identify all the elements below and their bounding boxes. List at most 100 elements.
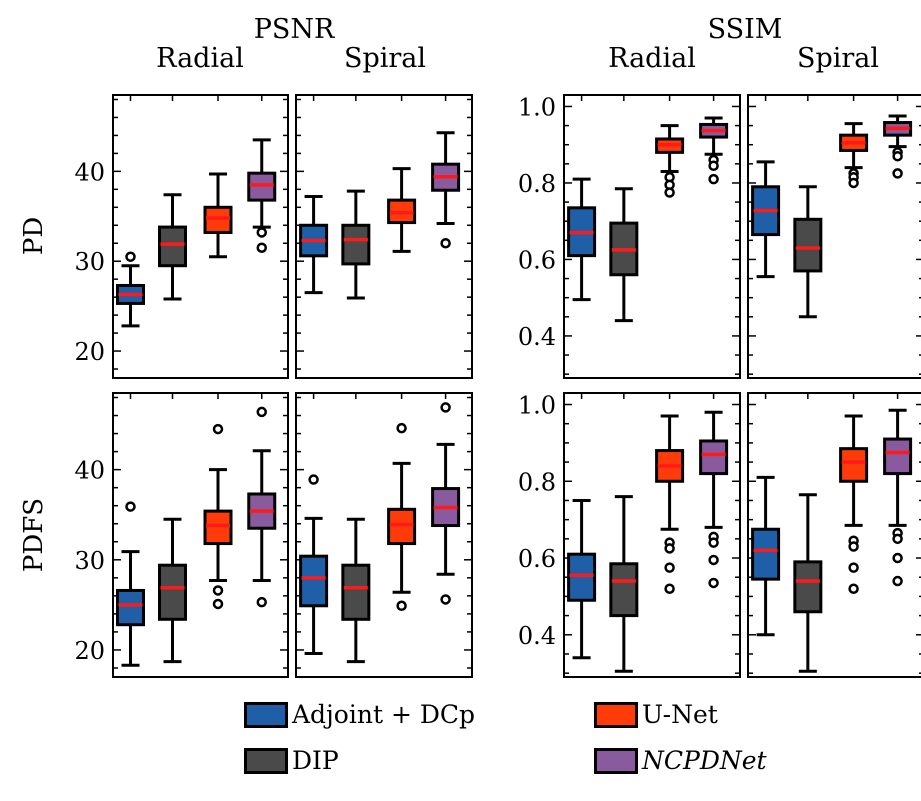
- outlier-point: [125, 501, 136, 512]
- panel-frame-ssim-pdfs-spiral: [747, 392, 921, 678]
- col-label-psnr-spiral: Spiral: [344, 43, 426, 74]
- panel-frame-ssim-pd-radial: [563, 94, 741, 379]
- panel-frame-psnr-pd-radial: [112, 94, 289, 379]
- y-tick-label-psnr-pdfs-radial: 30: [74, 547, 105, 575]
- outlier-point: [848, 541, 859, 552]
- box-psnr-pdfs-radial-adjoint-dcp: [116, 501, 145, 667]
- box-ssim-pd-radial-u-net: [655, 124, 685, 198]
- box-body: [247, 171, 277, 202]
- y-tick-label-ssim-pd-radial: 0.8: [518, 170, 556, 198]
- outlier-point: [708, 160, 719, 171]
- outlier-point: [664, 562, 675, 573]
- y-tick-label-ssim-pdfs-radial: 1.0: [518, 392, 556, 420]
- box-body: [751, 527, 781, 581]
- box-psnr-pdfs-spiral-u-net: [387, 422, 417, 612]
- box-ssim-pd-spiral-adjoint-dcp: [751, 160, 781, 279]
- outlier-point: [396, 600, 407, 612]
- outlier-point: [256, 406, 267, 418]
- panel-frame-psnr-pdfs-radial: [112, 392, 289, 678]
- box-body: [699, 439, 729, 476]
- box-ssim-pdfs-spiral-dip: [793, 493, 823, 673]
- box-body: [793, 560, 823, 614]
- y-tick-label-ssim-pd-radial: 0.6: [518, 246, 556, 274]
- box-psnr-pd-spiral-dip: [341, 189, 371, 300]
- box-ssim-pdfs-spiral-u-net: [839, 414, 869, 594]
- y-tick-label-ssim-pdfs-radial: 0.6: [518, 545, 556, 573]
- y-tick-label-ssim-pdfs-radial: 0.8: [518, 468, 556, 496]
- box-body: [387, 507, 417, 546]
- outlier-point: [708, 577, 719, 589]
- outlier-point: [892, 533, 903, 545]
- y-tick-label-psnr-pd-radial: 30: [74, 248, 105, 276]
- outlier-point: [256, 596, 267, 608]
- box-psnr-pdfs-spiral-adjoint-dcp: [299, 474, 329, 656]
- col-label-psnr-radial: Radial: [156, 43, 244, 74]
- box-ssim-pd-spiral-dip: [793, 185, 823, 319]
- row-label-pd: PD: [19, 217, 49, 255]
- box-ssim-pdfs-radial-adjoint-dcp: [567, 498, 597, 660]
- box-body: [839, 447, 869, 483]
- y-tick-label-psnr-pd-radial: 40: [74, 158, 105, 186]
- box-psnr-pd-radial-adjoint-dcp: [116, 251, 145, 328]
- outlier-point: [308, 474, 319, 485]
- group-title-ssim: SSIM: [708, 14, 783, 45]
- outlier-point: [664, 187, 675, 198]
- y-tick-label-psnr-pd-radial: 20: [74, 338, 105, 366]
- outlier-point: [212, 423, 224, 435]
- y-tick-label-psnr-pdfs-radial: 40: [74, 457, 105, 485]
- outlier-point: [848, 177, 859, 189]
- box-ssim-pd-radial-adjoint-dcp: [567, 177, 597, 302]
- group-title-psnr: PSNR: [254, 14, 335, 45]
- panel-frame-ssim-pdfs-radial: [563, 392, 741, 678]
- box-body: [341, 223, 371, 266]
- outlier-point: [892, 552, 903, 564]
- outlier-point: [848, 583, 859, 594]
- box-body: [203, 205, 233, 234]
- box-ssim-pdfs-spiral-ncpdnet: [883, 408, 913, 587]
- box-body: [158, 563, 187, 621]
- box-ssim-pdfs-radial-ncpdnet: [699, 410, 729, 589]
- panel-frame-ssim-pd-spiral: [747, 94, 921, 379]
- row-label-pdfs: PDFS: [19, 498, 49, 572]
- box-psnr-pdfs-spiral-dip: [341, 517, 371, 664]
- outlier-point: [892, 168, 903, 179]
- box-ssim-pdfs-spiral-adjoint-dcp: [751, 475, 781, 637]
- col-label-ssim-spiral: Spiral: [797, 43, 879, 74]
- box-ssim-pd-radial-ncpdnet: [699, 116, 729, 185]
- box-body: [341, 563, 371, 621]
- y-tick-label-psnr-pdfs-radial: 20: [74, 637, 105, 665]
- outlier-point: [125, 251, 136, 262]
- box-body: [158, 225, 187, 268]
- box-psnr-pd-radial-u-net: [203, 172, 233, 259]
- box-psnr-pdfs-radial-u-net: [203, 423, 233, 610]
- box-ssim-pdfs-radial-dip: [609, 495, 639, 673]
- outlier-point: [396, 422, 407, 434]
- box-body: [567, 552, 597, 602]
- box-body: [609, 562, 639, 618]
- outlier-point: [256, 242, 267, 253]
- box-body: [793, 217, 823, 273]
- outlier-point: [664, 583, 675, 594]
- outlier-point: [708, 537, 719, 548]
- box-psnr-pd-spiral-u-net: [387, 167, 417, 253]
- box-psnr-pd-spiral-ncpdnet: [431, 131, 461, 249]
- outlier-point: [440, 402, 451, 413]
- outlier-point: [212, 585, 224, 596]
- box-ssim-pd-radial-dip: [609, 187, 639, 323]
- outlier-point: [848, 562, 859, 573]
- outlier-point: [256, 227, 267, 238]
- outlier-point: [708, 554, 719, 566]
- outlier-point: [708, 173, 719, 185]
- col-label-ssim-radial: Radial: [608, 43, 696, 74]
- box-ssim-pd-spiral-u-net: [839, 122, 869, 189]
- panel-frame-psnr-pdfs-spiral: [295, 392, 473, 678]
- y-tick-label-ssim-pdfs-radial: 0.4: [518, 622, 556, 650]
- outlier-point: [892, 150, 903, 162]
- y-tick-label-ssim-pd-radial: 0.4: [518, 323, 556, 351]
- box-body: [883, 437, 913, 476]
- box-psnr-pdfs-radial-dip: [158, 517, 187, 664]
- box-body: [299, 554, 329, 608]
- box-ssim-pd-spiral-ncpdnet: [883, 114, 913, 179]
- outlier-point: [212, 598, 224, 610]
